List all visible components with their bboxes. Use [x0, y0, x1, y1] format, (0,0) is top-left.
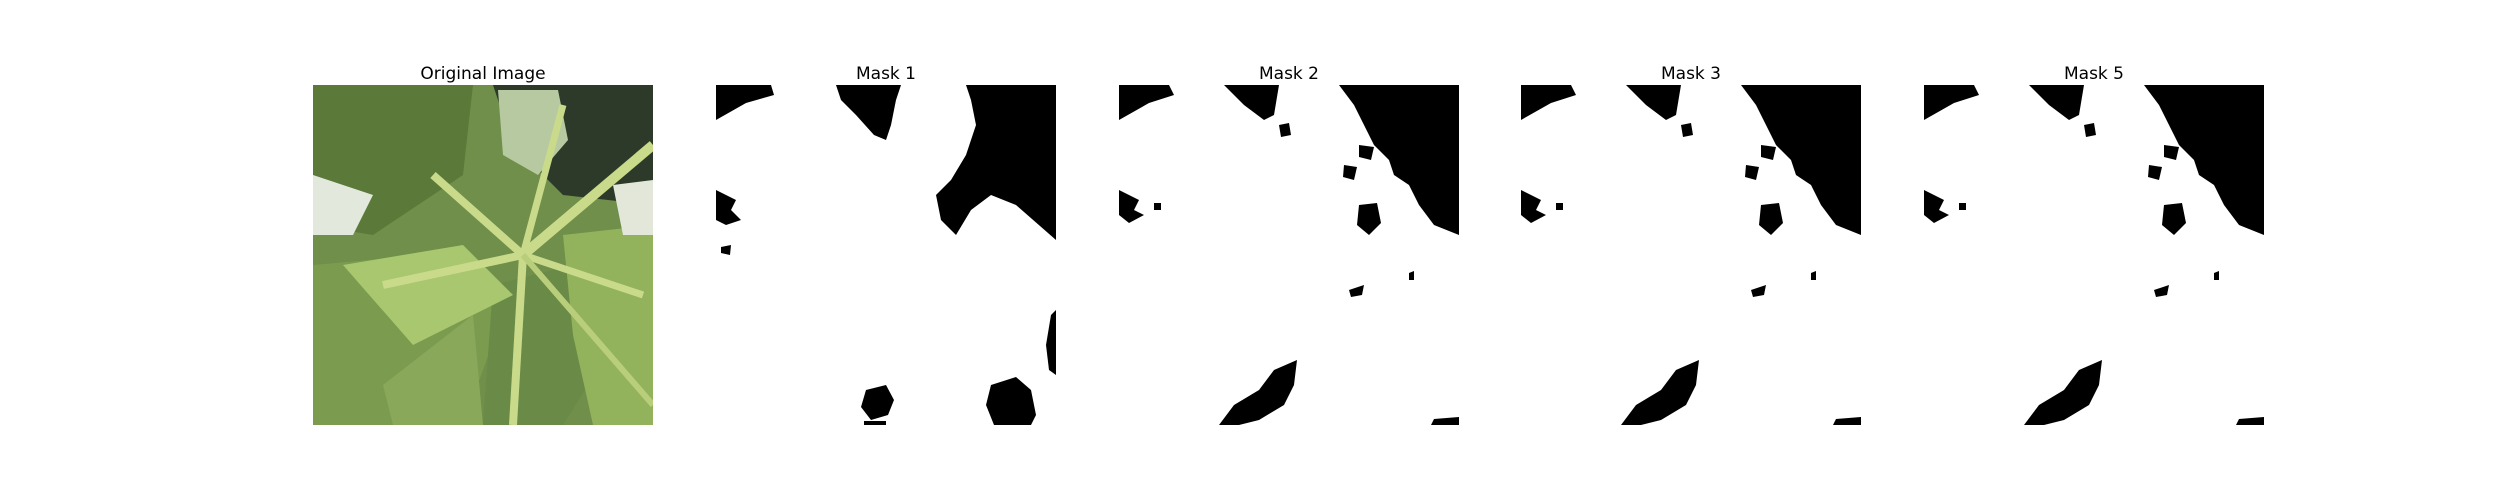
panel-title: Original Image	[420, 64, 546, 84]
mask-3-image	[1521, 85, 1861, 425]
mask-5-image	[1924, 85, 2264, 425]
mask-2-image	[1119, 85, 1459, 425]
panel-title: Mask 3	[1660, 64, 1721, 84]
panel-title: Mask 1	[855, 64, 916, 84]
panel-title: Mask 5	[2063, 64, 2124, 84]
original-leaf-image	[313, 85, 653, 425]
mask-1-image	[716, 85, 1056, 425]
panel-title: Mask 2	[1258, 64, 1319, 84]
